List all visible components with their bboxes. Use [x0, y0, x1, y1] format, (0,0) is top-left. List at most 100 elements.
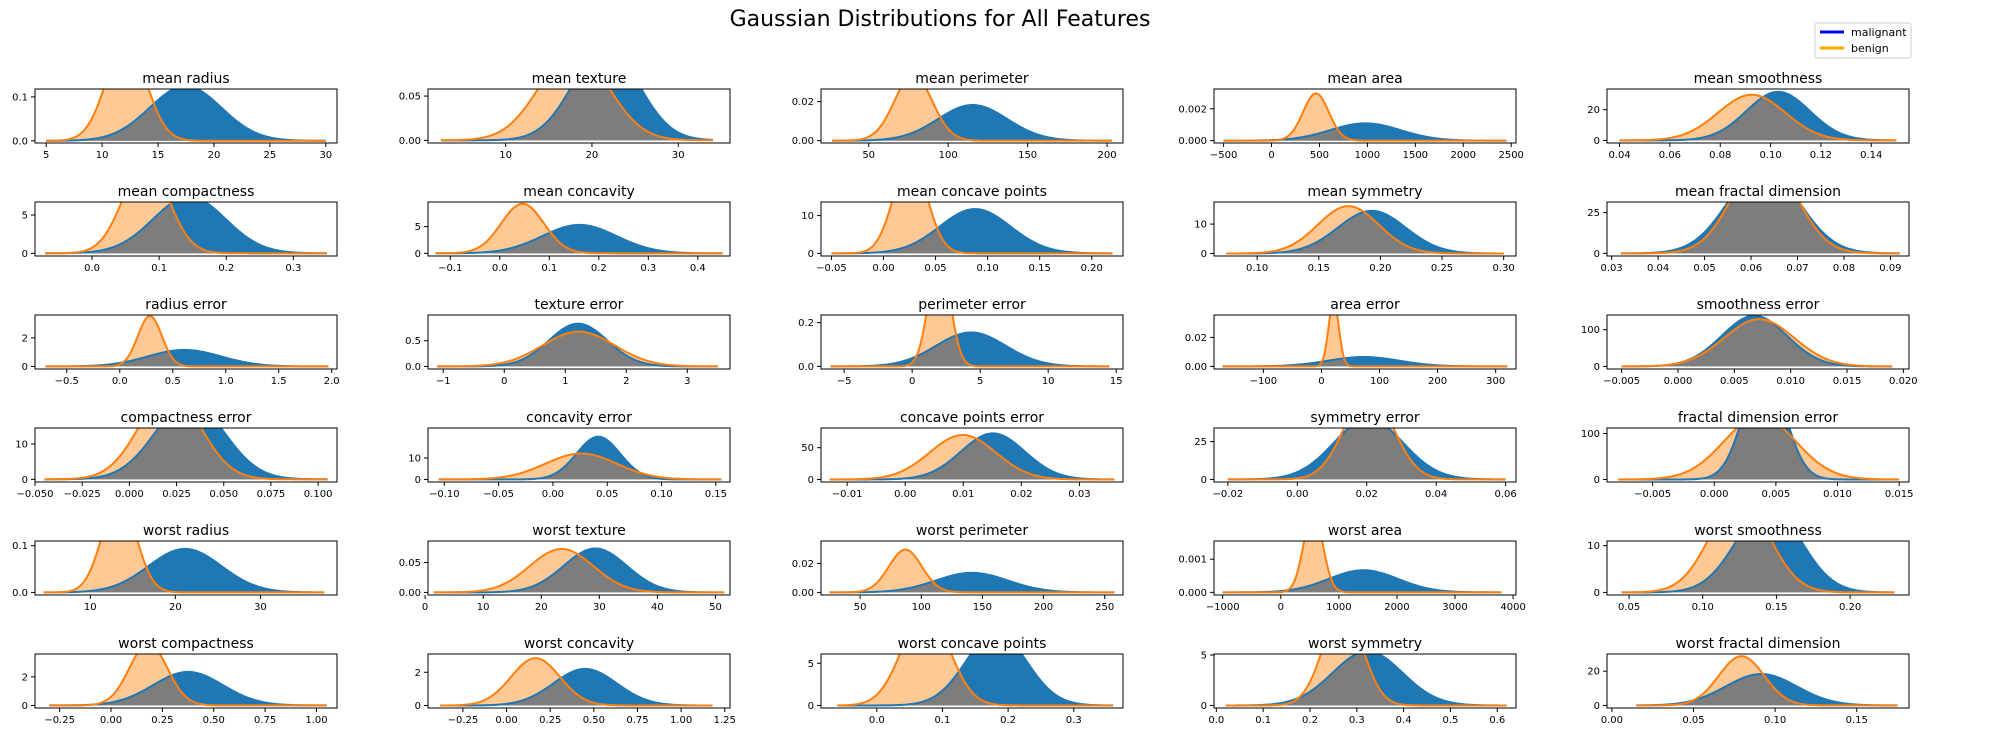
y-tick-label: 0.1	[12, 92, 28, 103]
plot-area	[1620, 202, 1900, 255]
subplot-title: mean symmetry	[1307, 184, 1422, 200]
x-tick-label: 10	[477, 602, 490, 613]
x-tick-label: 200	[1428, 376, 1447, 387]
plot-area	[837, 654, 1114, 707]
subplot-title: mean perimeter	[915, 71, 1029, 87]
y-tick-label: 0.000	[1178, 588, 1207, 599]
x-tick-label: 0.50	[203, 715, 225, 726]
malignant-area	[49, 671, 327, 706]
benign-area	[43, 541, 325, 593]
axes-frame	[820, 201, 1124, 257]
subplot-symmetry-error: symmetry error −0.02 0.00 0.02 0.04 0.06 0 25	[1194, 410, 1517, 500]
benign-line	[437, 330, 718, 368]
malignant-area	[829, 572, 1115, 593]
x-tick-label: 0.08	[1709, 150, 1731, 161]
benign-line	[49, 654, 327, 707]
y-tick-label: 0.02	[792, 559, 814, 570]
subplot-mean-symmetry: mean symmetry 0.10 0.15 0.20 0.25 0.30 0 10	[1194, 184, 1517, 274]
y-tick-label: 0	[1594, 588, 1600, 599]
malignant-line	[46, 89, 326, 142]
x-tick-label: 1000	[1355, 150, 1380, 161]
subplot-title: symmetry error	[1310, 410, 1420, 426]
plot-area	[830, 315, 1110, 368]
x-tick-label: 0.25	[539, 715, 561, 726]
x-tick-label: 0.0	[84, 263, 100, 274]
x-tick-label: −1	[436, 376, 451, 387]
benign-line	[829, 433, 1115, 481]
malignant-area	[1222, 356, 1508, 367]
y-tick-label: 0.000	[1178, 136, 1207, 147]
x-tick-label: −0.25	[448, 715, 479, 726]
x-tick-label: 0.5	[165, 376, 181, 387]
x-tick-label: 200	[1098, 150, 1117, 161]
subplot-title: worst perimeter	[916, 523, 1029, 539]
x-tick-label: 0	[501, 376, 507, 387]
x-tick-label: 0.75	[626, 715, 648, 726]
y-tick-label: 0	[22, 475, 28, 486]
x-tick-label: 0.2	[1000, 715, 1016, 726]
subplot-title: fractal dimension error	[1678, 410, 1838, 426]
subplot-worst-perimeter: worst perimeter 50 100 150 200 250 0.00 0.02	[792, 523, 1124, 613]
subplot-texture-error: texture error −1 0 1 2 3 0.0 0.5	[405, 297, 731, 387]
plot-area	[44, 428, 328, 481]
malignant-line	[440, 667, 713, 707]
plot-area	[49, 654, 327, 707]
subplot-title: worst symmetry	[1308, 636, 1422, 652]
malignant-area	[831, 209, 1113, 254]
x-tick-label: −5	[837, 376, 852, 387]
plot-area	[1621, 315, 1893, 368]
y-tick-label: 0.0	[12, 588, 28, 599]
malignant-area	[1223, 123, 1507, 141]
subplot-fractal-dimension-error: fractal dimension error −0.005 0.000 0.005 0…	[1581, 410, 1914, 500]
y-tick-label: 0	[1201, 475, 1207, 486]
malignant-area	[440, 668, 713, 706]
x-tick-label: 0.00	[894, 489, 916, 500]
plot-area	[437, 322, 718, 368]
x-tick-label: 0.00	[542, 489, 564, 500]
plot-area	[440, 89, 713, 142]
x-tick-label: 0.75	[254, 715, 276, 726]
malignant-area	[830, 332, 1110, 367]
axes-frame	[1606, 88, 1910, 144]
plot-area	[1227, 428, 1506, 481]
x-tick-label: 30	[319, 150, 332, 161]
subplot-worst-compactness: worst compactness −0.25 0.00 0.25 0.50 0.75 1.…	[22, 636, 338, 726]
x-tick-label: 0.10	[650, 489, 672, 500]
axes-frame	[1213, 427, 1517, 483]
plot-area	[438, 435, 722, 481]
x-tick-label: 0.05	[1682, 715, 1704, 726]
benign-line	[1636, 655, 1898, 707]
benign-line	[1621, 318, 1893, 368]
x-tick-label: 0.010	[1776, 376, 1805, 387]
x-tick-label: 10	[499, 150, 512, 161]
x-tick-label: −1000	[1206, 602, 1240, 613]
subplot-title: mean concave points	[897, 184, 1047, 200]
y-tick-label: 100	[1581, 429, 1600, 440]
x-tick-label: 0	[422, 602, 428, 613]
x-tick-label: 0.100	[304, 489, 333, 500]
axes-frame	[427, 88, 731, 144]
x-tick-label: −0.5	[55, 376, 79, 387]
subplot-title: mean concavity	[523, 184, 635, 200]
x-tick-label: −0.005	[1634, 489, 1671, 500]
x-tick-label: 4000	[1500, 602, 1525, 613]
malignant-line	[832, 103, 1112, 142]
x-tick-label: 40	[651, 602, 664, 613]
y-tick-label: 0	[1594, 475, 1600, 486]
subplot-title: worst radius	[143, 523, 229, 539]
x-tick-label: 0.15	[1308, 263, 1330, 274]
x-tick-label: 500	[1310, 150, 1329, 161]
subplot-title: worst concavity	[524, 636, 634, 652]
overlap-area	[433, 554, 725, 593]
plot-area	[46, 89, 326, 142]
x-tick-label: 20	[535, 602, 548, 613]
x-tick-label: 0.05	[596, 489, 618, 500]
x-tick-label: 20	[169, 602, 182, 613]
malignant-line	[1225, 654, 1507, 707]
x-tick-label: 0.15	[1846, 715, 1868, 726]
subplot-mean-smoothness: mean smoothness 0.04 0.06 0.08 0.10 0.12 0.14 0…	[1587, 71, 1910, 161]
x-tick-label: 0	[1268, 150, 1274, 161]
x-tick-label: 0.12	[1810, 150, 1832, 161]
